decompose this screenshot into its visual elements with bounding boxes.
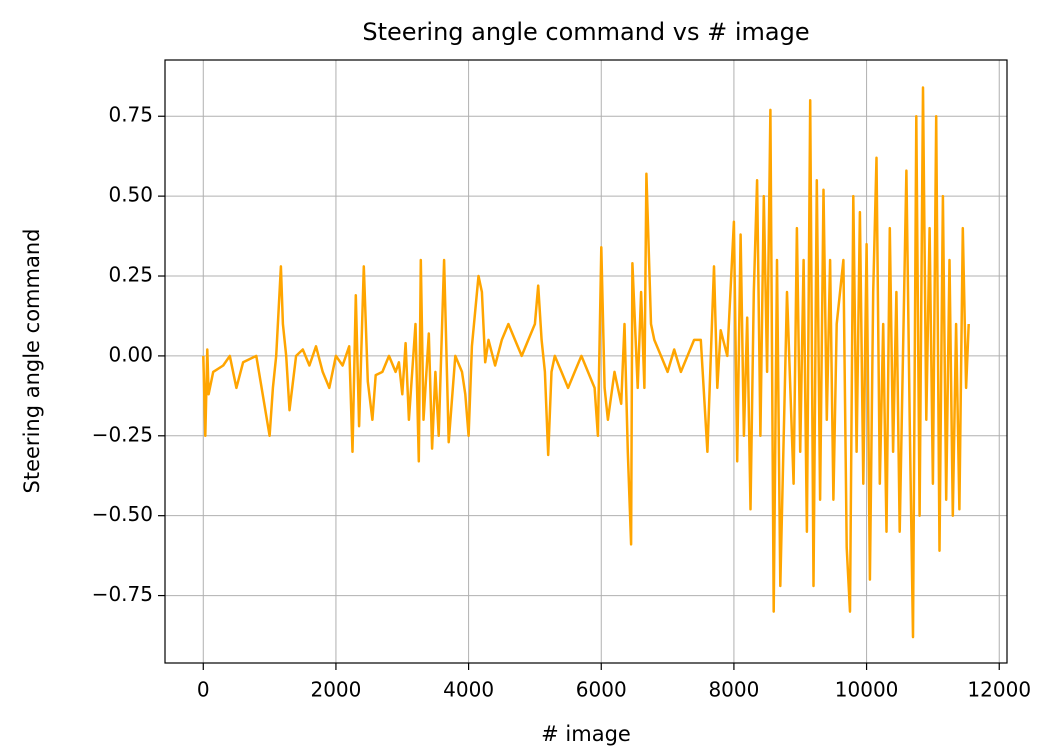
y-tick-label: 0.00 xyxy=(108,342,153,366)
y-tick-label: 0.25 xyxy=(108,263,153,287)
y-tick-label: 0.50 xyxy=(108,183,153,207)
x-axis-label: # image xyxy=(541,722,631,746)
y-axis-label: Steering angle command xyxy=(20,229,44,494)
x-tick-label: 12000 xyxy=(967,678,1031,702)
y-tick-label: −0.25 xyxy=(92,422,153,446)
x-tick-label: 0 xyxy=(197,678,210,702)
x-tick-label: 8000 xyxy=(708,678,759,702)
x-tick-label: 4000 xyxy=(443,678,494,702)
data-line xyxy=(202,86,970,639)
y-tick-label: −0.75 xyxy=(92,582,153,606)
x-tick-label: 6000 xyxy=(576,678,627,702)
plot-frame xyxy=(164,59,1008,664)
y-tick-label: 0.75 xyxy=(108,103,153,127)
chart-title: Steering angle command vs # image xyxy=(362,18,809,46)
x-tick-label: 10000 xyxy=(835,678,899,702)
y-tick-label: −0.50 xyxy=(92,502,153,526)
x-tick-label: 2000 xyxy=(310,678,361,702)
